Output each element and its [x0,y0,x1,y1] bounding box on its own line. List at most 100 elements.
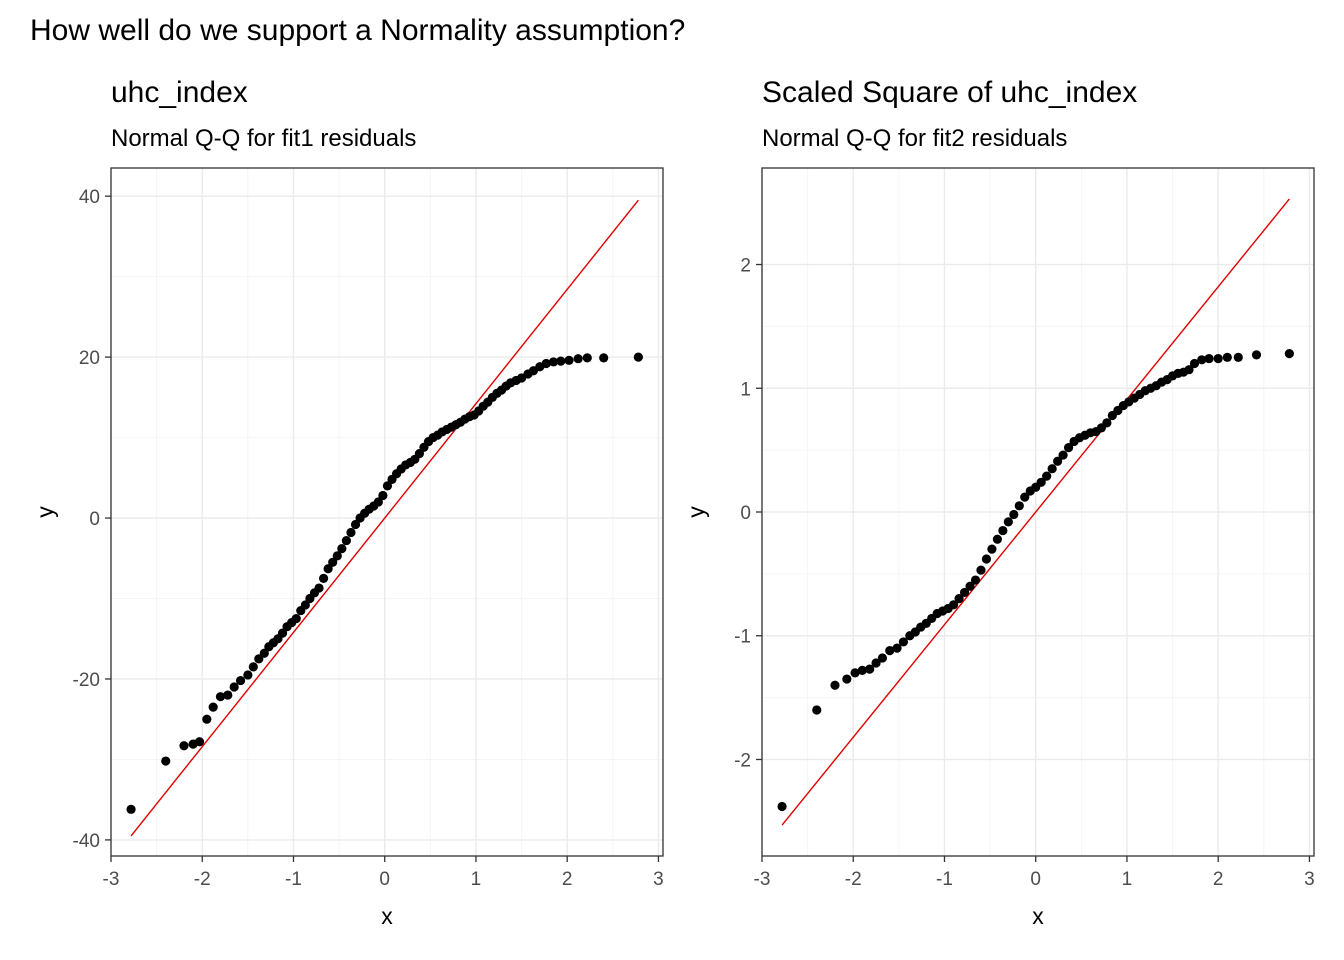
x-tick-label: -2 [194,869,211,890]
data-point [1047,464,1057,474]
x-tick-label: -3 [103,869,120,890]
x-tick-label: 1 [471,869,482,890]
data-point [243,670,253,680]
data-point [573,354,583,364]
data-point [332,551,342,561]
data-point [229,682,239,692]
points-group [777,349,1294,812]
data-point [981,554,992,564]
data-point [337,544,347,554]
data-point [1197,355,1207,365]
data-point [1009,509,1019,520]
data-point [1222,352,1232,362]
x-tick-label: 3 [653,869,664,890]
data-point [1042,471,1052,481]
panel-title: Scaled Square of uhc_index [762,76,1137,109]
grid [110,168,663,856]
x-tick-label: -2 [845,869,862,890]
data-point [892,643,902,653]
data-point [976,565,986,575]
y-tick-label: 20 [79,348,100,369]
data-point [235,675,246,686]
data-point [1020,492,1030,502]
x-tick-label: 3 [1304,869,1315,890]
data-point [830,680,840,690]
data-point [812,705,822,715]
data-point [346,527,356,538]
data-point [341,535,351,546]
x-tick-label: -1 [936,869,953,890]
panel-subtitle: Normal Q-Q for fit1 residuals [111,125,416,152]
data-point [541,358,551,369]
data-point [871,658,881,668]
panel-background [111,168,663,856]
x-tick-label: 2 [1213,869,1224,890]
data-point [291,614,301,624]
data-point [777,801,787,812]
reference-line-group [781,198,1290,826]
qq-plot-scaled-square: Scaled Square of uhc_index Normal Q-Q fo… [683,76,1315,929]
panel-title: uhc_index [111,76,248,109]
data-point [970,575,981,585]
figure-title: How well do we support a Normality assum… [30,14,685,47]
data-point [548,357,559,367]
data-point [314,583,324,593]
data-point [414,449,424,459]
data-point [1003,517,1013,527]
data-point [1063,443,1074,453]
data-point [300,600,310,610]
data-point [259,648,269,658]
data-point [328,557,338,567]
y-tick-label: 0 [89,509,100,530]
data-point [1233,352,1243,362]
data-point [599,353,609,363]
y-tick-label: 2 [740,256,751,277]
y-axis-label: y [32,506,58,518]
data-point [215,692,226,702]
data-point [954,594,964,604]
panel-subtitle: Normal Q-Q for fit2 residuals [762,125,1067,152]
y-tick-label: -2 [734,750,751,771]
data-point [865,664,875,674]
data-point [564,355,574,365]
y-tick-label: 40 [79,187,100,208]
data-point [959,587,970,598]
data-point [161,756,171,766]
data-point [1036,477,1046,487]
data-point [633,352,643,362]
data-point [1284,349,1294,359]
data-point [877,653,888,663]
y-axis-label: y [683,506,709,518]
data-point [885,645,895,656]
data-point [208,702,218,712]
x-tick-label: 0 [1030,869,1041,890]
x-tick-label: -3 [754,869,771,890]
data-point [1058,450,1068,460]
data-point [998,525,1008,536]
y-tick-label: 0 [740,503,751,524]
data-point [1102,418,1112,428]
data-point [254,654,264,664]
data-point [1251,350,1262,360]
qq-reference-line [130,199,639,837]
points-group [126,352,643,814]
axes: -3 -2 -1 0 1 2 3 -40 -20 0 20 40 [73,187,664,890]
y-tick-label: -40 [73,831,100,852]
y-tick-label: 1 [740,379,751,400]
axes: -3 -2 -1 0 1 2 3 -2 -1 0 1 2 [734,256,1315,890]
data-point [373,497,383,507]
data-point [857,665,867,675]
data-point [179,741,189,751]
data-point [1213,353,1223,364]
data-point [1189,358,1200,369]
y-tick-label: -1 [734,627,751,648]
x-tick-label: 1 [1122,869,1133,890]
data-point [850,668,860,678]
data-point [582,353,592,363]
data-point [323,564,333,574]
data-point [194,737,205,747]
data-point [378,490,388,501]
reference-line-group [130,199,639,837]
x-axis-label: x [1032,903,1044,929]
